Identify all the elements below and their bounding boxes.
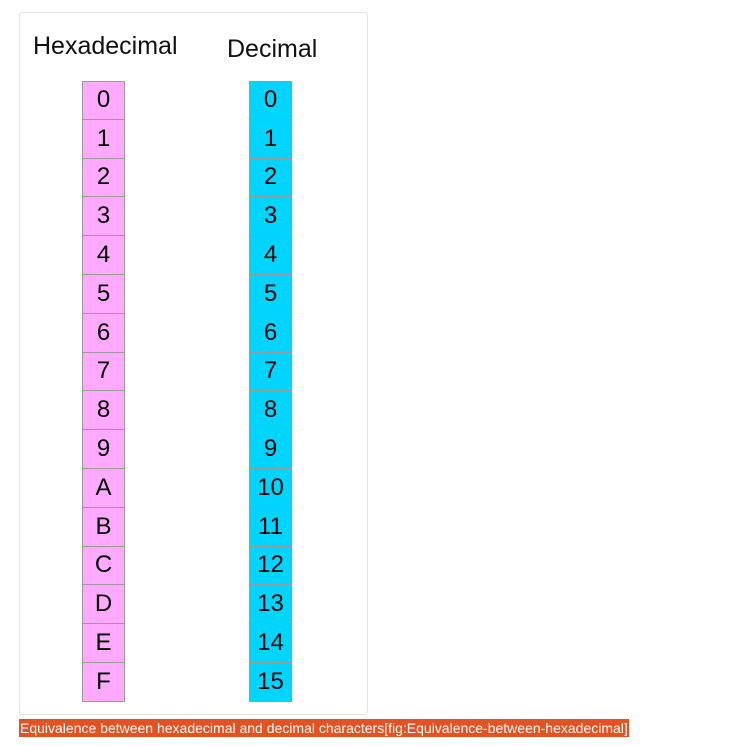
hex-cell: 2 (82, 158, 125, 198)
dec-cell: 14 (249, 624, 292, 663)
dec-cell: 10 (249, 468, 292, 508)
hex-cell: E (82, 624, 125, 663)
hex-cell: 8 (82, 391, 125, 431)
dec-cell: 13 (249, 585, 292, 625)
hex-cell: 7 (82, 352, 125, 392)
dec-cell: 12 (249, 546, 292, 586)
dec-cell: 8 (249, 391, 292, 431)
hex-cell: 0 (82, 81, 125, 120)
dec-cell: 15 (249, 662, 292, 702)
hex-cell: 1 (82, 119, 125, 159)
hex-cell: D (82, 585, 125, 625)
decimal-column-header: Decimal (227, 35, 318, 63)
dec-cell: 9 (249, 430, 292, 469)
dec-cell: 4 (249, 236, 292, 275)
hex-cell: A (82, 468, 125, 508)
hex-cell: 6 (82, 313, 125, 353)
dec-cell: 1 (249, 119, 292, 159)
dec-cell: 7 (249, 352, 292, 392)
figure-frame (19, 12, 368, 715)
dec-cell: 6 (249, 313, 292, 353)
dec-cell: 3 (249, 197, 292, 237)
dec-cell: 5 (249, 274, 292, 314)
hex-cell: F (82, 662, 125, 702)
dec-cell: 11 (249, 507, 292, 547)
hex-cell: 4 (82, 236, 125, 275)
hex-cell: 3 (82, 197, 125, 237)
hex-cell: 5 (82, 274, 125, 314)
hex-cell: 9 (82, 430, 125, 469)
hex-cell: B (82, 507, 125, 547)
dec-cell: 2 (249, 158, 292, 198)
decimal-column: 0 1 2 3 4 5 6 7 8 9 10 11 12 13 14 15 (249, 81, 292, 702)
dec-cell: 0 (249, 81, 292, 120)
figure-caption: Equivalence between hexadecimal and deci… (19, 719, 629, 737)
hexadecimal-column-header: Hexadecimal (33, 32, 178, 60)
hex-cell: C (82, 546, 125, 586)
